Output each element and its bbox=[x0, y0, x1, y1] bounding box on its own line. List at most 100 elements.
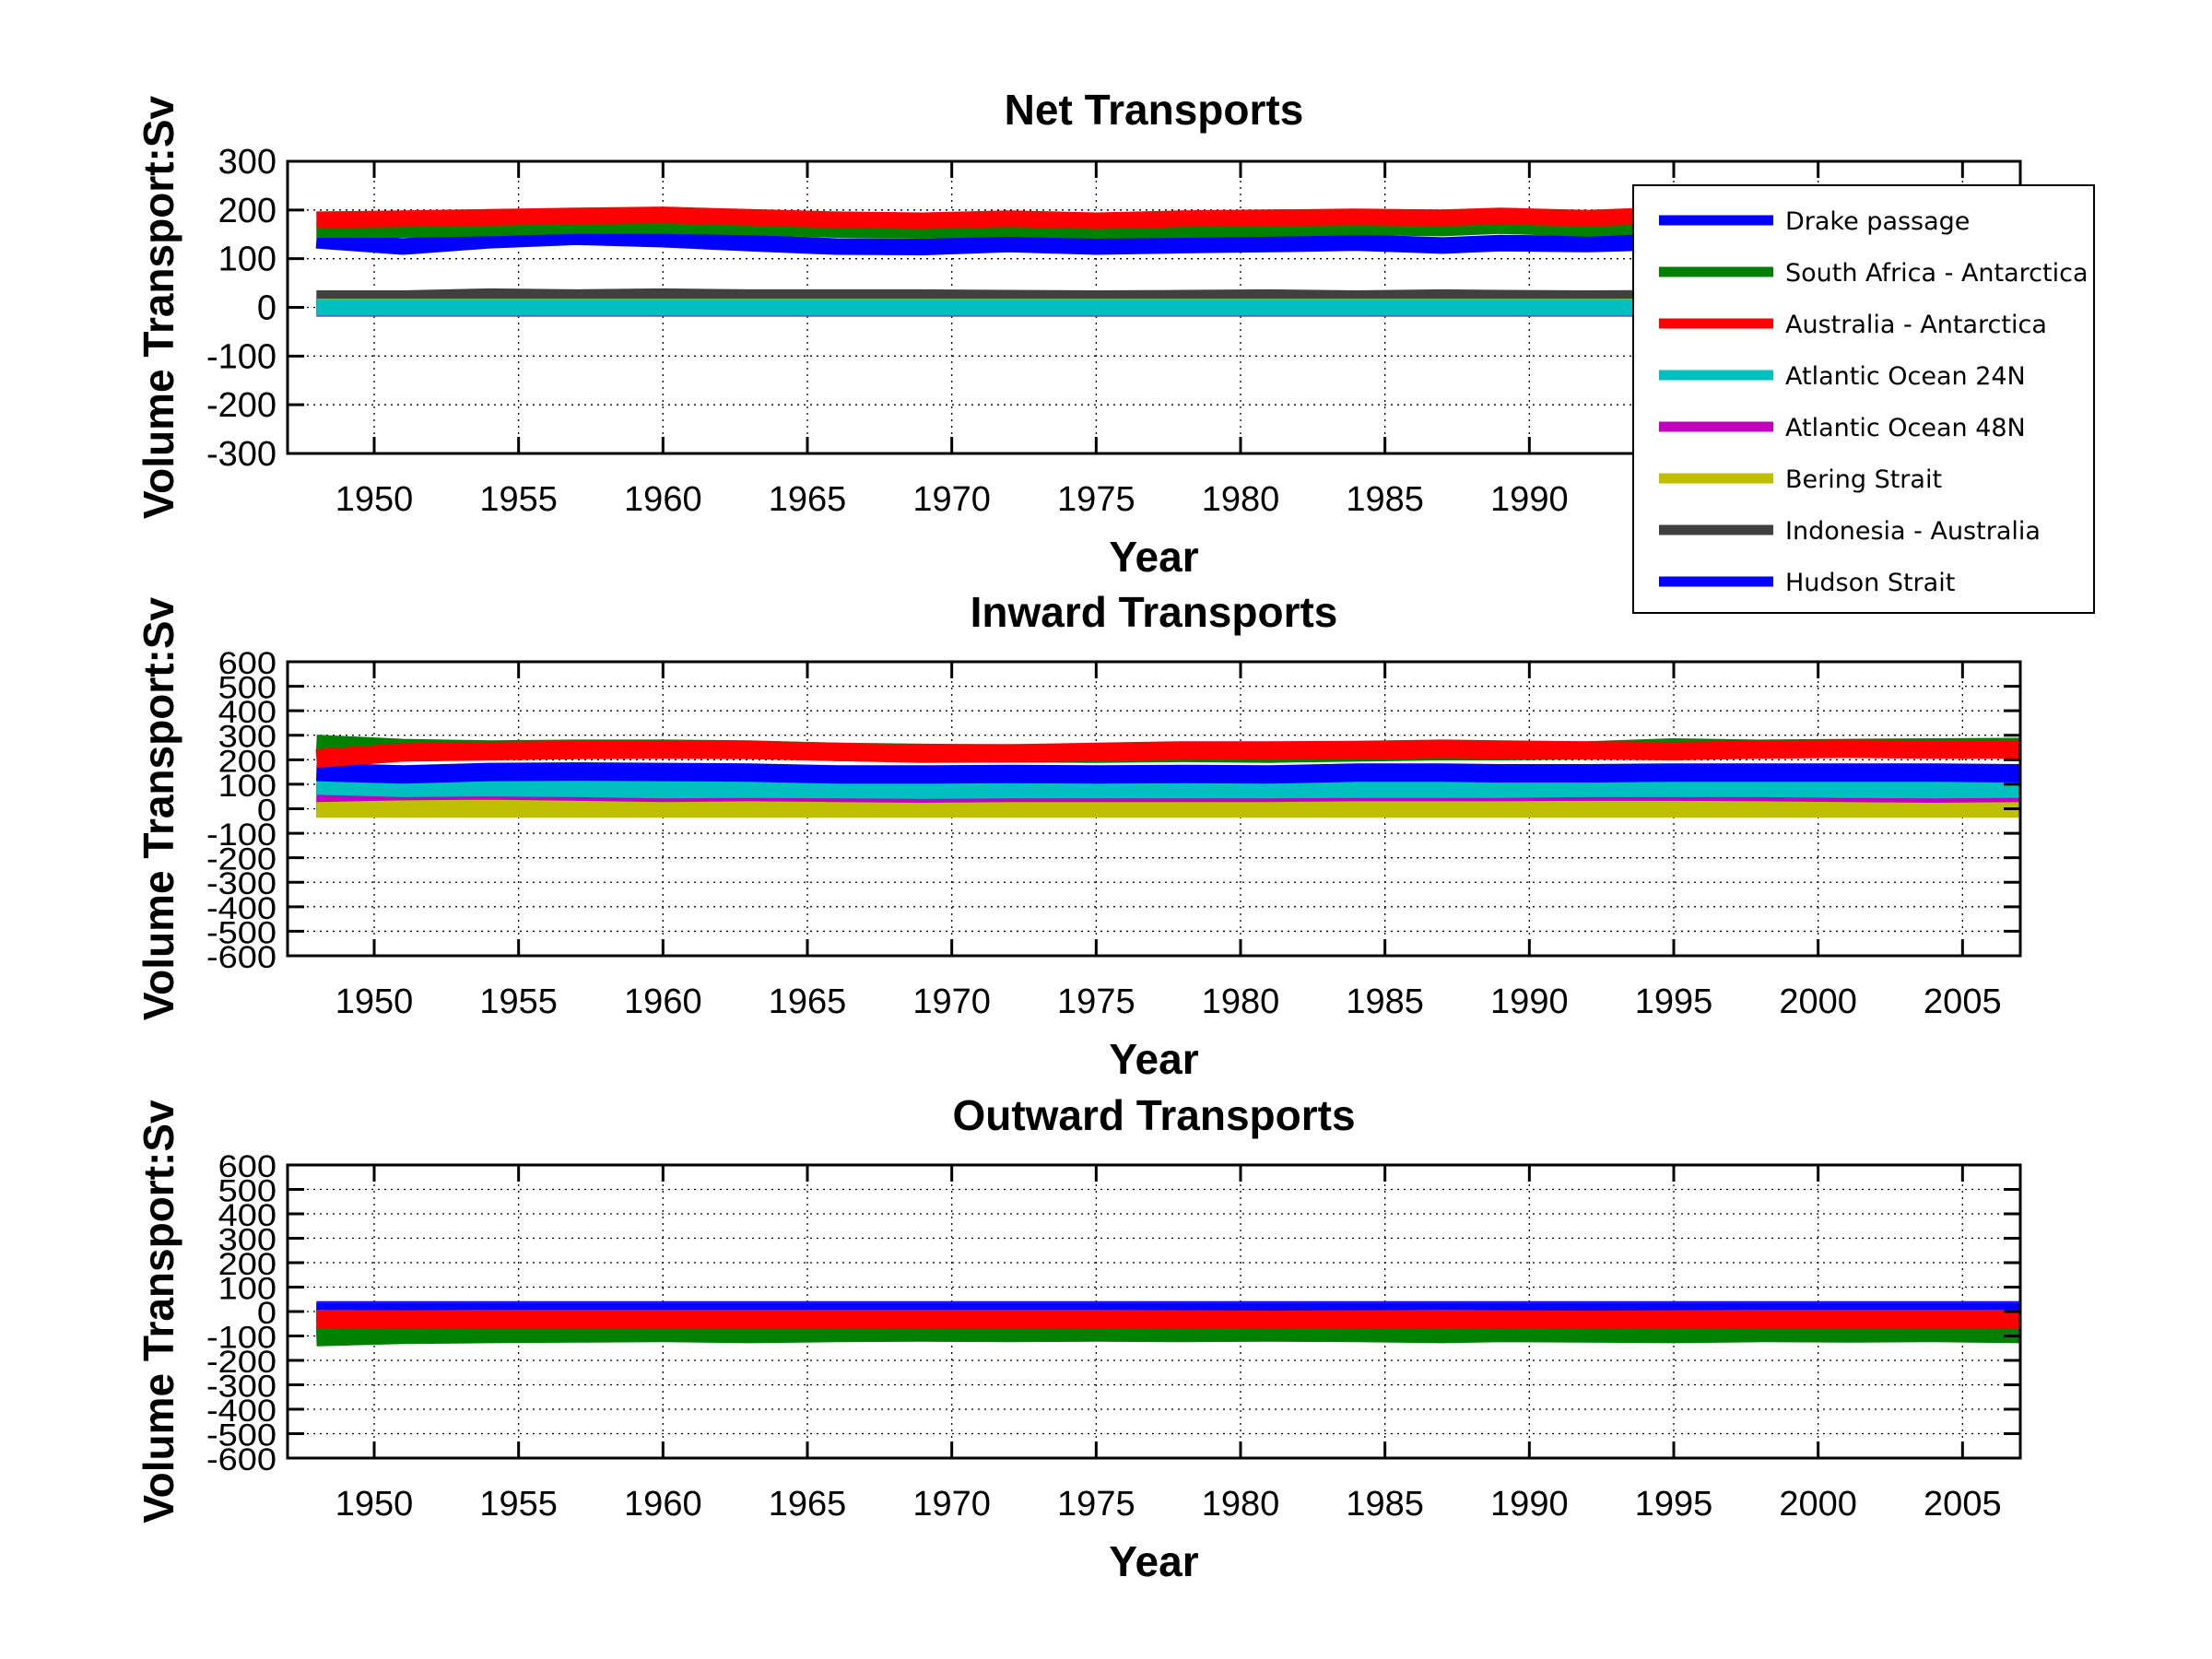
x-tick-label: 2000 bbox=[1779, 1485, 1857, 1524]
y-tick-label: 0 bbox=[257, 289, 276, 328]
x-axis-label: Year bbox=[1109, 1035, 1198, 1083]
x-tick-label: 1960 bbox=[624, 1485, 702, 1524]
legend-label: Hudson Strait bbox=[1785, 569, 1955, 597]
y-axis-label: Volume Transport:Sv bbox=[135, 95, 182, 519]
legend-box bbox=[1632, 184, 2095, 614]
series-line-south-africa-antarctica bbox=[316, 1323, 2020, 1347]
y-tick-label: -100 bbox=[206, 337, 276, 376]
x-tick-label: 1955 bbox=[479, 480, 558, 519]
ticks bbox=[288, 1163, 2020, 1460]
x-axis-label: Year bbox=[1109, 1537, 1198, 1585]
ticks bbox=[288, 660, 2020, 958]
x-tick-label: 1975 bbox=[1057, 480, 1135, 519]
chart-title: Outward Transports bbox=[952, 1091, 1355, 1139]
x-tick-label: 1955 bbox=[479, 1485, 558, 1524]
legend-item: Drake passage bbox=[1659, 207, 1970, 236]
legend: Drake passage South Africa - Antarctica Au… bbox=[1632, 184, 2095, 614]
ticks bbox=[288, 159, 2020, 455]
x-tick-label: 1955 bbox=[479, 982, 558, 1021]
y-tick-label: -200 bbox=[206, 841, 276, 877]
series-line-australia-antarctica bbox=[316, 1310, 2020, 1329]
legend-label: Australia - Antarctica bbox=[1785, 311, 2047, 339]
x-tick-label: 1975 bbox=[1057, 1485, 1135, 1524]
x-tick-label: 1970 bbox=[912, 1485, 991, 1524]
x-tick-label: 1950 bbox=[335, 1485, 414, 1524]
y-tick-label: 400 bbox=[218, 694, 276, 730]
y-tick-label: -500 bbox=[206, 1417, 276, 1453]
y-tick-label: 500 bbox=[218, 669, 276, 705]
x-tick-label: 1980 bbox=[1202, 982, 1280, 1021]
legend-item: South Africa - Antarctica bbox=[1659, 259, 2088, 288]
x-tick-label: 1950 bbox=[335, 480, 414, 519]
series-line-australia-antarctica bbox=[315, 739, 2020, 768]
panel-inward-transports: Inward Transports 1950 1955 1960 1965 1970 197… bbox=[135, 588, 2022, 1083]
x-tick-label: 1965 bbox=[769, 480, 847, 519]
y-tick-label: 500 bbox=[218, 1172, 276, 1208]
y-tick-label: 0 bbox=[257, 1295, 276, 1331]
y-tick-label: 600 bbox=[218, 645, 276, 681]
y-tick-label: -200 bbox=[206, 386, 276, 425]
legend-label: Drake passage bbox=[1785, 207, 1970, 236]
x-tick-label: 1985 bbox=[1346, 480, 1424, 519]
y-tick-label: -300 bbox=[206, 1368, 276, 1404]
y-tick-label: -300 bbox=[206, 865, 276, 901]
x-tick-label: 1950 bbox=[335, 982, 414, 1021]
x-tick-label: 1970 bbox=[912, 480, 991, 519]
x-tick-label: 1960 bbox=[624, 480, 702, 519]
chart-title: Inward Transports bbox=[971, 588, 1338, 636]
y-tick-label: 100 bbox=[218, 1270, 276, 1306]
x-tick-label: 1990 bbox=[1490, 1485, 1569, 1524]
legend-label: Bering Strait bbox=[1785, 465, 1942, 494]
y-tick-label: -200 bbox=[206, 1344, 276, 1380]
y-tick-label: 300 bbox=[218, 1221, 276, 1257]
legend-label: Atlantic Ocean 24N bbox=[1785, 362, 2026, 391]
x-tick-label: 1975 bbox=[1057, 982, 1135, 1021]
series-group bbox=[316, 1300, 2020, 1347]
x-tick-label: 1990 bbox=[1490, 982, 1569, 1021]
y-tick-label: 600 bbox=[218, 1148, 276, 1184]
x-tick-label: 2005 bbox=[1924, 982, 2002, 1021]
legend-item: Atlantic Ocean 24N bbox=[1659, 362, 2026, 391]
y-tick-label: 300 bbox=[218, 719, 276, 755]
x-tick-label: 1995 bbox=[1635, 1485, 1713, 1524]
y-tick-label: -600 bbox=[206, 1441, 276, 1477]
legend-item: Atlantic Ocean 48N bbox=[1659, 414, 2026, 442]
y-tick-label: -400 bbox=[206, 890, 276, 926]
legend-item: Bering Strait bbox=[1659, 465, 1942, 494]
y-tick-label: 300 bbox=[218, 143, 276, 182]
y-tick-label: 0 bbox=[257, 792, 276, 828]
y-axis-label: Volume Transport:Sv bbox=[135, 1100, 182, 1524]
legend-item: Hudson Strait bbox=[1659, 569, 1955, 597]
y-tick-label: 400 bbox=[218, 1197, 276, 1233]
x-tick-label: 1965 bbox=[769, 982, 847, 1021]
legend-label: Indonesia - Australia bbox=[1785, 517, 2041, 546]
x-tick-label: 1960 bbox=[624, 982, 702, 1021]
y-tick-label: 200 bbox=[218, 192, 276, 230]
x-tick-label: 1995 bbox=[1635, 982, 1713, 1021]
panel-outward-transports: Outward Transports 1950 1955 1960 1965 1970 19… bbox=[135, 1091, 2022, 1585]
x-tick-label: 1990 bbox=[1490, 480, 1569, 519]
y-tick-label: -500 bbox=[206, 914, 276, 950]
x-tick-label: 1985 bbox=[1346, 982, 1424, 1021]
y-tick-label: 100 bbox=[218, 768, 276, 804]
x-tick-label: 1985 bbox=[1346, 1485, 1424, 1524]
x-tick-label: 2000 bbox=[1779, 982, 1857, 1021]
x-tick-label: 2005 bbox=[1924, 1485, 2002, 1524]
y-tick-label: -100 bbox=[206, 817, 276, 853]
y-tick-label: -100 bbox=[206, 1319, 276, 1355]
chart-title: Net Transports bbox=[1005, 86, 1304, 134]
y-tick-label: 200 bbox=[218, 743, 276, 779]
series-line-drake-passage bbox=[316, 762, 2020, 784]
y-tick-label: -600 bbox=[206, 939, 276, 975]
legend-item: Australia - Antarctica bbox=[1659, 311, 2047, 339]
y-tick-label: -400 bbox=[206, 1393, 276, 1429]
series-line-atlantic-ocean-24n bbox=[316, 776, 2020, 799]
y-tick-label: -300 bbox=[206, 435, 276, 474]
legend-label: South Africa - Antarctica bbox=[1785, 259, 2088, 288]
y-tick-label: 200 bbox=[218, 1246, 276, 1282]
x-tick-label: 1980 bbox=[1202, 480, 1280, 519]
series-group bbox=[315, 735, 2020, 818]
x-tick-label: 1965 bbox=[769, 1485, 847, 1524]
y-axis-label: Volume Transport:Sv bbox=[135, 596, 182, 1020]
